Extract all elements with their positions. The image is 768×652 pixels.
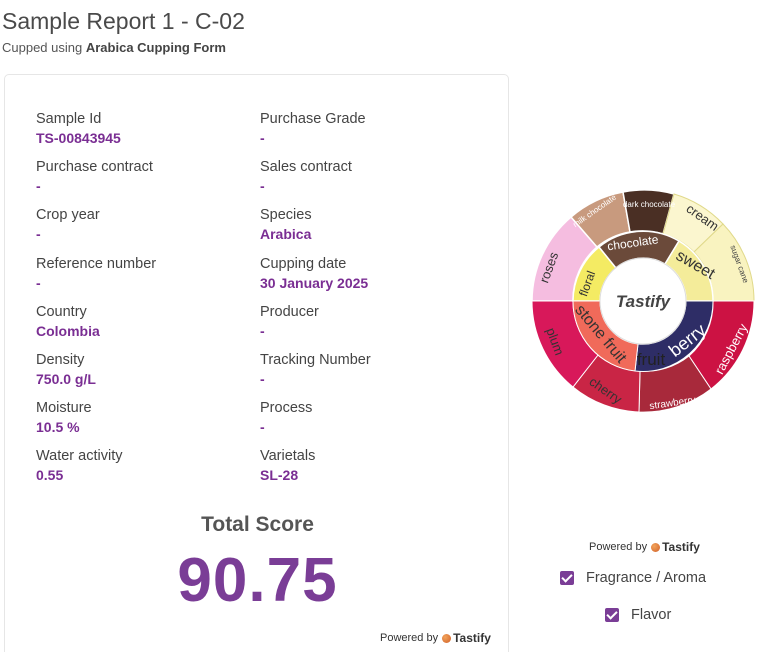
field-crop-year: Crop year - bbox=[36, 207, 256, 242]
tastify-logo: Tastify bbox=[651, 540, 700, 554]
cupping-form-name: Arabica Cupping Form bbox=[85, 40, 226, 55]
field-tracking-number: Tracking Number - bbox=[260, 352, 480, 387]
field-value: - bbox=[260, 323, 265, 339]
field-label: Purchase Grade bbox=[260, 111, 366, 127]
page-title: Sample Report 1 - C-02 bbox=[2, 8, 245, 34]
checkbox-checked-icon[interactable] bbox=[605, 608, 619, 622]
powered-by-footer: Powered by Tastify bbox=[380, 631, 491, 645]
field-value: Arabica bbox=[260, 226, 312, 242]
field-value: 30 January 2025 bbox=[260, 275, 369, 291]
page-subtitle: Cupped using Arabica Cupping Form bbox=[2, 40, 226, 55]
tastify-logo-text: Tastify bbox=[453, 631, 491, 645]
field-purchase-grade: Purchase Grade - bbox=[260, 111, 480, 146]
field-label: Crop year bbox=[36, 207, 100, 223]
legend-fragrance-aroma[interactable]: Fragrance / Aroma bbox=[560, 570, 706, 586]
field-value: - bbox=[36, 226, 41, 242]
tastify-logo-icon bbox=[442, 633, 452, 643]
field-label: Producer bbox=[260, 304, 319, 320]
field-value: 0.55 bbox=[36, 467, 64, 483]
field-value: - bbox=[36, 275, 41, 291]
flavor-wheel: Tastify chocolate sweet floral fruit ber… bbox=[531, 189, 755, 413]
tastify-logo-text: Tastify bbox=[662, 540, 700, 554]
wheel-label-dark-chocolate: dark chocolate bbox=[623, 200, 676, 209]
field-label: Moisture bbox=[36, 400, 92, 416]
field-label: Reference number bbox=[36, 256, 157, 272]
wheel-center-label: Tastify bbox=[616, 292, 672, 311]
wheel-powered-by: Powered by Tastify bbox=[589, 540, 700, 554]
field-value: Colombia bbox=[36, 323, 100, 339]
field-sales-contract: Sales contract - bbox=[260, 159, 480, 194]
field-label: Species bbox=[260, 207, 312, 223]
field-process: Process - bbox=[260, 400, 480, 435]
field-label: Sales contract bbox=[260, 159, 352, 175]
legend-label: Flavor bbox=[631, 607, 672, 623]
field-label: Sample Id bbox=[36, 111, 102, 127]
field-sample-id: Sample Id TS-00843945 bbox=[36, 111, 256, 146]
field-label: Process bbox=[260, 400, 313, 416]
field-value: - bbox=[36, 178, 41, 194]
sample-details-card: Sample Id TS-00843945 Purchase Grade - P… bbox=[4, 74, 509, 652]
field-water-activity: Water activity 0.55 bbox=[36, 448, 256, 483]
field-value: - bbox=[260, 178, 265, 194]
legend-flavor[interactable]: Flavor bbox=[605, 607, 671, 623]
field-label: Purchase contract bbox=[36, 159, 153, 175]
legend-label: Fragrance / Aroma bbox=[586, 570, 707, 586]
field-label: Country bbox=[36, 304, 87, 320]
wheel-label-fruit: fruit bbox=[637, 350, 666, 369]
checkbox-checked-icon[interactable] bbox=[560, 571, 574, 585]
field-label: Varietals bbox=[260, 448, 316, 464]
field-value: 10.5 % bbox=[36, 419, 80, 435]
field-label: Cupping date bbox=[260, 256, 347, 272]
field-moisture: Moisture 10.5 % bbox=[36, 400, 256, 435]
field-cupping-date: Cupping date 30 January 2025 bbox=[260, 256, 480, 291]
wheel-center bbox=[599, 257, 687, 345]
field-value: SL-28 bbox=[260, 467, 299, 483]
powered-by-text: Powered by bbox=[589, 541, 648, 553]
field-value: TS-00843945 bbox=[36, 130, 121, 146]
tastify-logo: Tastify bbox=[442, 631, 491, 645]
tastify-logo-icon bbox=[651, 542, 661, 552]
field-country: Country Colombia bbox=[36, 304, 256, 339]
field-value: - bbox=[260, 130, 265, 146]
field-reference-number: Reference number - bbox=[36, 256, 256, 291]
field-label: Density bbox=[36, 352, 85, 368]
field-purchase-contract: Purchase contract - bbox=[36, 159, 256, 194]
field-value: - bbox=[260, 419, 265, 435]
field-value: 750.0 g/L bbox=[36, 371, 96, 387]
total-score-label: Total Score bbox=[201, 513, 314, 536]
field-producer: Producer - bbox=[260, 304, 480, 339]
field-label: Water activity bbox=[36, 448, 123, 464]
total-score-value: 90.75 bbox=[177, 546, 338, 615]
field-species: Species Arabica bbox=[260, 207, 480, 242]
powered-by-text: Powered by bbox=[380, 632, 439, 644]
field-value: - bbox=[260, 371, 265, 387]
field-label: Tracking Number bbox=[260, 352, 371, 368]
field-density: Density 750.0 g/L bbox=[36, 352, 256, 387]
field-varietals: Varietals SL-28 bbox=[260, 448, 480, 483]
subtitle-prefix: Cupped using bbox=[2, 40, 83, 55]
